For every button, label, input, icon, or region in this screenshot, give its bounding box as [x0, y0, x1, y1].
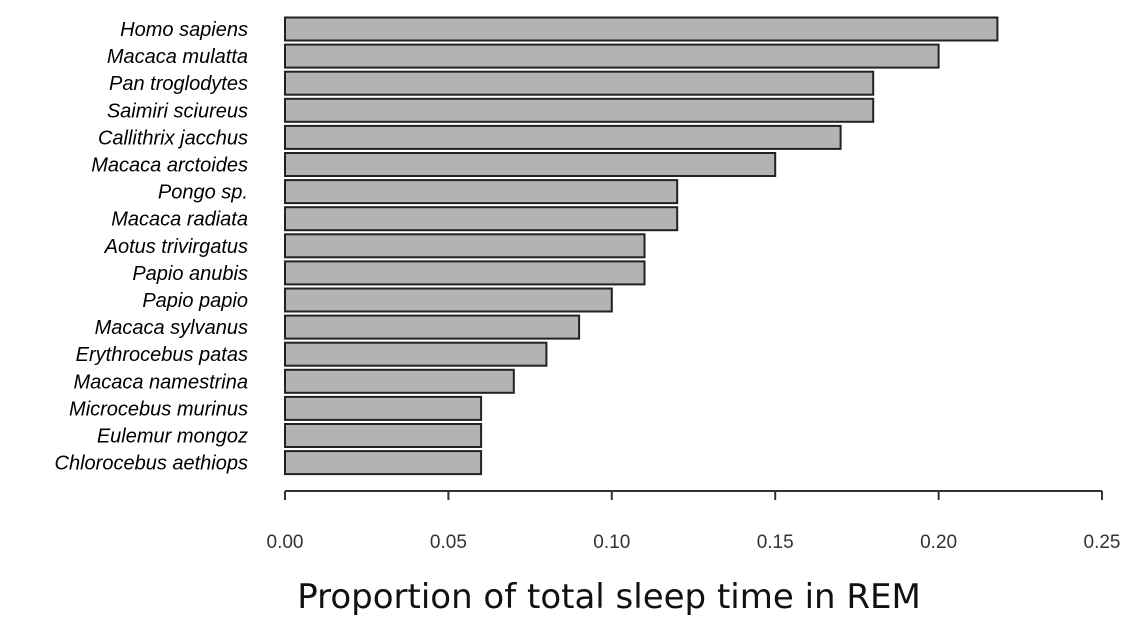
category-label: Homo sapiens	[120, 19, 248, 41]
category-label: Saimiri sciureus	[107, 100, 248, 122]
bar-eulemur-mongoz	[284, 423, 483, 448]
x-axis: 0.00 0.05 0.10 0.15 0.20 0.25	[267, 490, 1121, 553]
bar-callithrix-jacchus	[284, 124, 842, 150]
category-label: Papio papio	[142, 290, 248, 312]
category-label: Pan troglodytes	[109, 73, 248, 95]
bar-macaca-sylvanus	[284, 314, 581, 340]
category-label: Eulemur mongoz	[97, 426, 248, 448]
category-label: Macaca arctoides	[91, 155, 248, 177]
category-label: Pongo sp.	[158, 182, 248, 204]
bar-saimiri-sciureus	[284, 97, 875, 123]
category-label: Aotus trivirgatus	[104, 236, 248, 258]
bar-macaca-arctoides	[284, 152, 777, 177]
bar-macaca-mulatta	[284, 43, 940, 69]
x-tick-label: 0.25	[1084, 532, 1121, 553]
bars-layer	[284, 16, 999, 476]
bar-papio-papio	[284, 287, 613, 313]
category-label: Macaca sylvanus	[95, 317, 248, 339]
category-label: Callithrix jacchus	[98, 127, 248, 149]
category-label: Chlorocebus aethiops	[55, 453, 248, 475]
bar-pan-troglodytes	[284, 70, 875, 96]
x-axis-title: Proportion of total sleep time in REM	[297, 577, 921, 617]
category-label: Macaca mulatta	[107, 46, 248, 68]
category-label: Erythrocebus patas	[76, 344, 248, 366]
x-tick-label: 0.20	[920, 532, 957, 553]
bar-homo-sapiens	[284, 16, 999, 42]
category-label: Macaca namestrina	[73, 371, 248, 393]
bar-papio-anubis	[284, 260, 646, 286]
bar-pongo-sp	[284, 179, 679, 205]
bar-chlorocebus-aethiops	[284, 450, 483, 476]
category-label: Macaca radiata	[111, 209, 248, 231]
x-tick-label: 0.05	[430, 532, 467, 553]
x-tick-label: 0.15	[757, 532, 794, 553]
category-label: Papio anubis	[132, 263, 248, 285]
bar-macaca-radiata	[284, 206, 679, 232]
category-labels-layer: Homo sapiens Macaca mulatta Pan troglodyte…	[55, 19, 248, 475]
bar-aotus-trivirgatus	[284, 233, 646, 259]
x-tick-label: 0.10	[593, 532, 630, 553]
bar-erythrocebus-patas	[284, 341, 548, 367]
bar-microcebus-murinus	[284, 395, 483, 421]
x-tick-label: 0.00	[267, 532, 304, 553]
bar-macaca-namestrina	[284, 368, 515, 394]
category-label: Microcebus murinus	[69, 398, 248, 420]
